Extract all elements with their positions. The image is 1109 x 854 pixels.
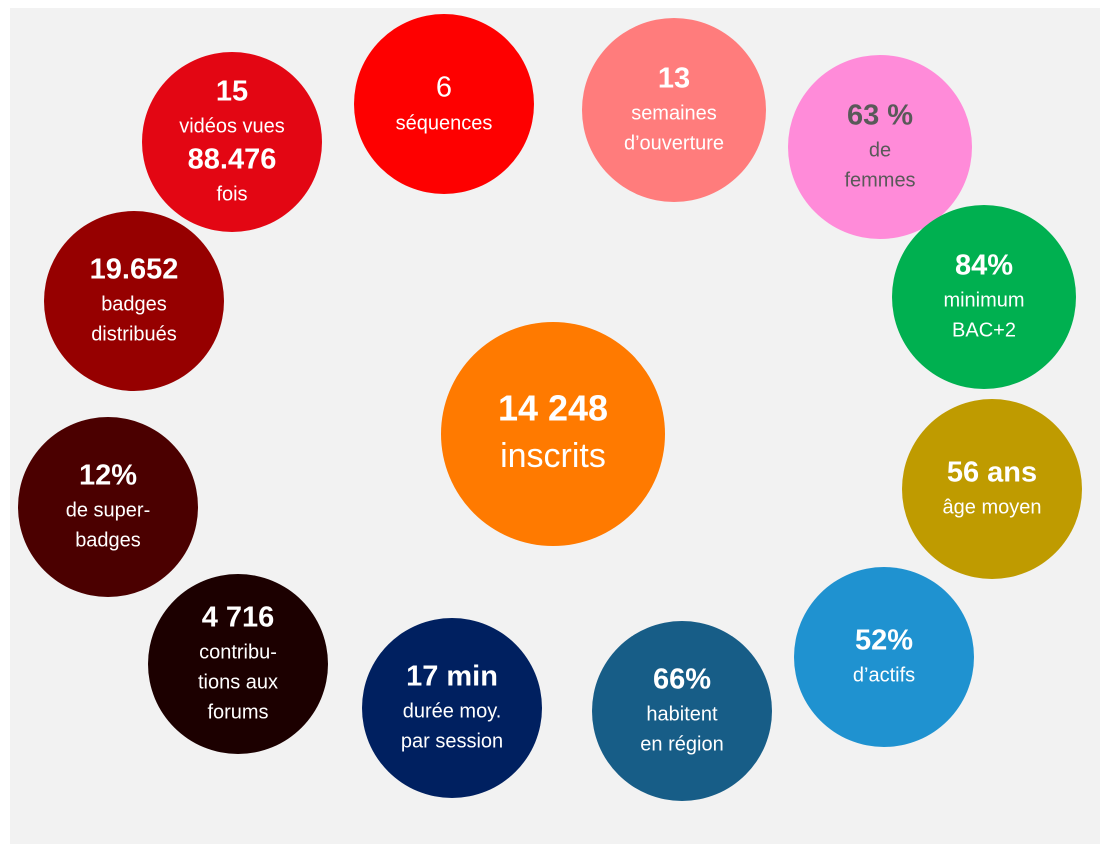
stat-text: 66% — [653, 664, 711, 696]
stat-text: 63 % — [847, 100, 913, 132]
stat-text: semaines — [631, 102, 717, 124]
stat-text: âge moyen — [943, 496, 1042, 518]
stat-text: badges — [101, 293, 167, 315]
stat-circle — [142, 52, 322, 232]
stat-text: 15 — [216, 76, 248, 108]
stat-circle — [18, 417, 198, 597]
stat-text: vidéos vues — [179, 115, 285, 137]
stat-circle — [354, 14, 534, 194]
stat-text: d’ouverture — [624, 132, 724, 154]
stat-text: BAC+2 — [952, 319, 1016, 341]
stat-circle — [794, 567, 974, 747]
stat-text: fois — [216, 183, 247, 205]
stat-text: 14 248 — [498, 388, 608, 429]
stat-text: durée moy. — [403, 700, 502, 722]
stat-text: 88.476 — [188, 144, 277, 176]
stat-text: inscrits — [500, 437, 606, 475]
stat-text: 52% — [855, 625, 913, 657]
stat-circle — [788, 55, 972, 239]
stat-circle — [148, 574, 328, 754]
stat-text: forums — [207, 701, 268, 723]
stat-circle — [892, 205, 1076, 389]
stat-text: 4 716 — [202, 602, 275, 634]
stat-text: habitent — [646, 703, 718, 725]
stat-circle — [44, 211, 224, 391]
stat-text: 6 — [436, 72, 452, 104]
stat-circle — [582, 18, 766, 202]
stat-text: en région — [640, 733, 723, 755]
stat-circle — [592, 621, 772, 801]
stat-text: 17 min — [406, 661, 498, 693]
stat-text: 84% — [955, 250, 1013, 282]
stat-text: par session — [401, 730, 503, 752]
stat-circle — [362, 618, 542, 798]
stat-text: de — [869, 139, 891, 161]
stat-text: séquences — [396, 112, 493, 134]
stat-text: distribués — [91, 323, 177, 345]
stat-text: 12% — [79, 460, 137, 492]
stat-circle — [441, 322, 665, 546]
stat-text: d’actifs — [853, 664, 915, 686]
stat-text: de super- — [66, 499, 151, 521]
stat-text: 13 — [658, 63, 690, 95]
stat-circle — [902, 399, 1082, 579]
stat-text: femmes — [844, 169, 915, 191]
stat-text: minimum — [943, 289, 1024, 311]
stat-text: 56 ans — [947, 457, 1037, 489]
stat-text: badges — [75, 529, 141, 551]
stat-text: contribu- — [199, 641, 277, 663]
stat-text: 19.652 — [90, 254, 179, 286]
stat-text: tions aux — [198, 671, 278, 693]
